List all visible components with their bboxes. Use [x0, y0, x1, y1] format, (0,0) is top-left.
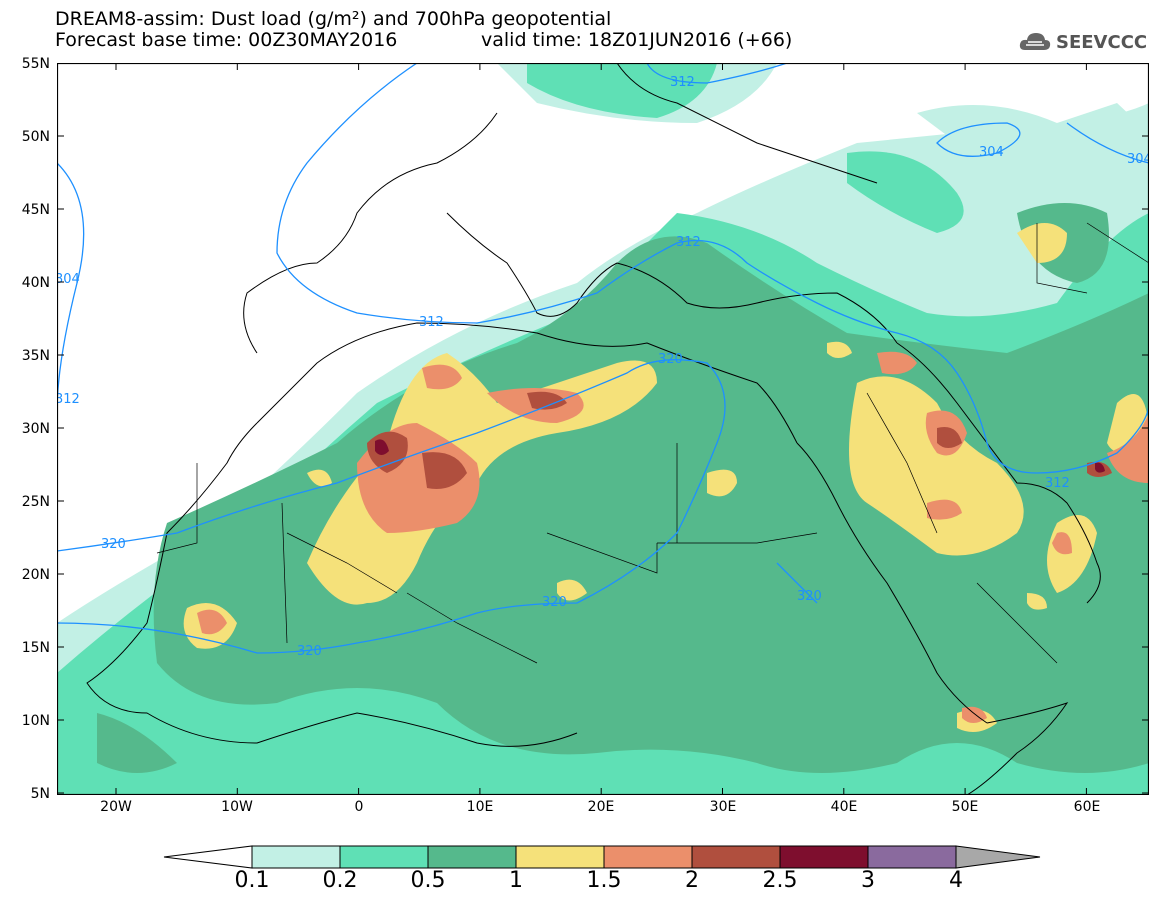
- cloud-logo-icon: [1019, 33, 1051, 50]
- lon-label: 10W: [221, 799, 253, 815]
- lat-label: 45N: [21, 202, 50, 218]
- lon-label: 60E: [1073, 799, 1101, 815]
- contour-label: 320: [797, 589, 822, 604]
- contour-label: 320: [101, 537, 126, 552]
- colorbar-label: 0.2: [322, 868, 358, 893]
- contour-label: 320: [658, 352, 683, 367]
- map-title: DREAM8-assim: Dust load (g/m²) and 700hP…: [55, 8, 612, 30]
- country-borders: [156, 222, 1149, 664]
- colorbar-swatch: [339, 845, 429, 869]
- lon-label: 20E: [587, 799, 615, 815]
- colorbar-swatch: [603, 845, 693, 869]
- lat-label: 15N: [21, 640, 50, 656]
- contour-labels: 312 304 304 312 312 320 320 320 320 312 …: [57, 75, 1149, 659]
- lon-label: 40E: [830, 799, 858, 815]
- lat-label: 5N: [30, 786, 50, 802]
- colorbar-label: 2: [685, 868, 699, 893]
- colorbar-swatch: [867, 845, 957, 869]
- lat-label: 20N: [21, 567, 50, 583]
- valid-time: valid time: 18Z01JUN2016 (+66): [481, 29, 793, 51]
- coastlines: [86, 63, 1101, 795]
- colorbar-low-arrow: [163, 845, 253, 869]
- dust-map: 312 304 304 312 312 320 320 320 320 312 …: [57, 63, 1149, 795]
- axis-ticks: [57, 63, 1149, 795]
- lat-label: 25N: [21, 494, 50, 510]
- contour-label: 312: [670, 75, 695, 90]
- colorbar-label: 0.1: [234, 868, 270, 893]
- lat-label: 35N: [21, 348, 50, 364]
- colorbar-label: 1: [509, 868, 523, 893]
- lon-label: 10E: [466, 799, 494, 815]
- colorbar-high-arrow: [955, 845, 1041, 869]
- contour-label: 320: [542, 595, 567, 610]
- contour-label: 312: [419, 315, 444, 330]
- lat-label: 40N: [21, 275, 50, 291]
- colorbar-swatch: [251, 845, 341, 869]
- forecast-base-time: Forecast base time: 00Z30MAY2016: [55, 29, 398, 51]
- colorbar-label: 0.5: [410, 868, 446, 893]
- colorbar-swatch: [427, 845, 517, 869]
- lat-label: 30N: [21, 421, 50, 437]
- lat-label: 50N: [21, 129, 50, 145]
- contour-label: 312: [676, 235, 701, 250]
- dust-level-2.5-area: [375, 439, 1105, 473]
- colorbar-swatch: [515, 845, 605, 869]
- contour-label: 304: [979, 145, 1004, 160]
- map-frame: [57, 63, 1149, 795]
- contour-label: 304: [1127, 152, 1149, 167]
- colorbar-swatch: [691, 845, 781, 869]
- colorbar-swatch: [779, 845, 869, 869]
- logo-text: SEEVCCC: [1056, 31, 1148, 53]
- lat-label: 55N: [21, 56, 50, 72]
- colorbar-label: 2.5: [762, 868, 798, 893]
- geopotential-contours: [57, 63, 1149, 654]
- lon-label: 20W: [100, 799, 132, 815]
- lon-label: 0: [354, 799, 364, 815]
- lon-label: 50E: [951, 799, 979, 815]
- contour-label: 320: [297, 644, 322, 659]
- colorbar-label: 4: [949, 868, 963, 893]
- seevccc-logo: SEEVCCC: [1018, 28, 1147, 56]
- contour-label: 312: [1045, 476, 1070, 491]
- colorbar-label: 1.5: [586, 868, 622, 893]
- colorbar-label: 3: [861, 868, 875, 893]
- contour-label: 304: [57, 272, 80, 287]
- contour-label: 312: [57, 392, 80, 407]
- lon-label: 30E: [709, 799, 737, 815]
- lat-label: 10N: [21, 713, 50, 729]
- colorbar: [163, 845, 1041, 869]
